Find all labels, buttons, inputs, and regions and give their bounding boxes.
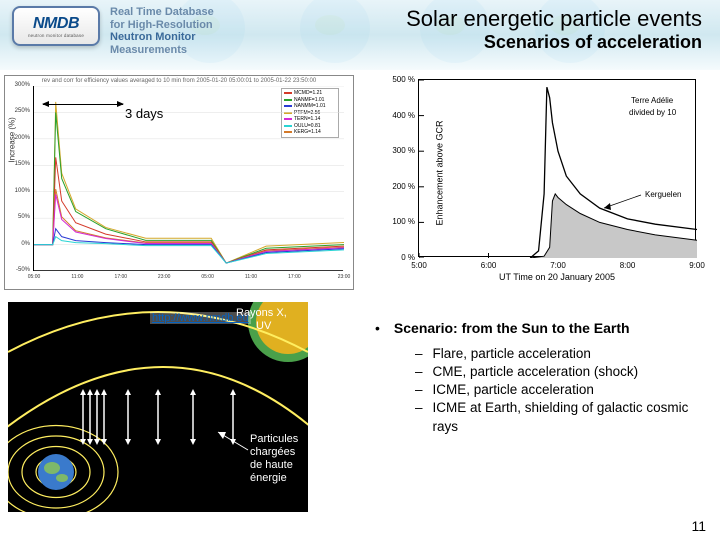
svg-text:de haute: de haute <box>250 459 293 471</box>
left-ytick: 300% <box>10 82 30 88</box>
title-block: Solar energetic particle events Scenario… <box>406 6 702 53</box>
left-timeseries-chart: rev and corr for efficiency values avera… <box>4 75 354 290</box>
left-xtick: 11:00 <box>71 274 83 280</box>
bullet-sub: –ICME, particle acceleration <box>415 381 705 399</box>
database-description: Real Time Databasefor High-ResolutionNeu… <box>110 6 214 57</box>
logo-subtitle: neutron monitor database <box>28 33 84 38</box>
sun-earth-diagram: Rayons X,UVParticuleschargéesde hauteéne… <box>8 302 308 512</box>
left-ytick: 250% <box>10 108 30 114</box>
right-xtick: 5:00 <box>411 261 427 270</box>
slide-title: Solar energetic particle events <box>406 6 702 32</box>
slide-header: NMDB neutron monitor database Real Time … <box>0 0 720 70</box>
nmdb-url-link[interactable]: http://www.nmdb.eu <box>150 312 251 324</box>
nmdb-logo: NMDB neutron monitor database <box>12 6 100 46</box>
left-chart-title: rev and corr for efficiency values avera… <box>5 76 353 84</box>
left-ytick: 100% <box>10 188 30 194</box>
left-xtick: 23:00 <box>158 274 171 280</box>
right-ytick: 400 % <box>385 111 415 120</box>
right-xtick: 9:00 <box>689 261 705 270</box>
right-xtick: 6:00 <box>481 261 497 270</box>
days-span-label: 3 days <box>125 106 163 121</box>
left-xtick: 05:00 <box>28 274 41 280</box>
right-chart-annotation: divided by 10 <box>629 108 676 117</box>
scenario-bullets: • Scenario: from the Sun to the Earth –F… <box>375 320 705 436</box>
right-chart-annotation: Kerguelen <box>645 190 681 199</box>
right-ytick: 200 % <box>385 182 415 191</box>
left-chart-plot-area: Increase (%) MCMD=1.21NANMF=1.01NANMM=1.… <box>33 86 343 271</box>
slide-subtitle: Scenarios of acceleration <box>406 32 702 53</box>
slide-content: rev and corr for efficiency values avera… <box>0 70 720 540</box>
left-xtick: 23:00 <box>338 274 351 280</box>
left-ytick: 50% <box>10 214 30 220</box>
bullet-sub: –CME, particle acceleration (shock) <box>415 363 705 381</box>
right-ytick: 500 % <box>385 75 415 84</box>
right-enhancement-chart: Enhancement above GCR UT Time on 20 Janu… <box>380 75 705 290</box>
right-xtick: 8:00 <box>620 261 636 270</box>
bullet-sub: –Flare, particle acceleration <box>415 345 705 363</box>
left-ytick: 150% <box>10 161 30 167</box>
left-xtick: 05:00 <box>201 274 214 280</box>
days-span-arrow <box>43 104 123 105</box>
bullet-main-text: Scenario: from the Sun to the Earth <box>394 320 630 337</box>
right-chart-plot-area: Enhancement above GCR UT Time on 20 Janu… <box>418 79 696 257</box>
db-line: Measurements <box>110 44 214 57</box>
right-ytick: 100 % <box>385 217 415 226</box>
right-chart-xlabel: UT Time on 20 January 2005 <box>499 272 615 282</box>
left-xtick: 17:00 <box>115 274 128 280</box>
bullet-sub: –ICME at Earth, shielding of galactic co… <box>415 399 705 435</box>
bullet-dot-icon: • <box>375 320 380 337</box>
page-number: 11 <box>691 518 706 534</box>
db-line: for High-Resolution <box>110 19 214 32</box>
logo-text: NMDB <box>33 15 79 33</box>
left-ytick: 200% <box>10 135 30 141</box>
bullet-main: • Scenario: from the Sun to the Earth <box>375 320 705 337</box>
left-ytick: 0% <box>10 241 30 247</box>
svg-text:chargées: chargées <box>250 446 296 458</box>
db-line: Neutron Monitor <box>110 31 214 44</box>
left-xtick: 17:00 <box>288 274 301 280</box>
left-xtick: 11:00 <box>245 274 257 280</box>
svg-text:énergie: énergie <box>250 472 287 484</box>
db-line: Real Time Database <box>110 6 214 19</box>
svg-text:Particules: Particules <box>250 433 299 445</box>
right-xtick: 7:00 <box>550 261 566 270</box>
right-ytick: 300 % <box>385 146 415 155</box>
left-ytick: -50% <box>10 267 30 273</box>
right-chart-annotation: Terre Adélie <box>631 96 673 105</box>
